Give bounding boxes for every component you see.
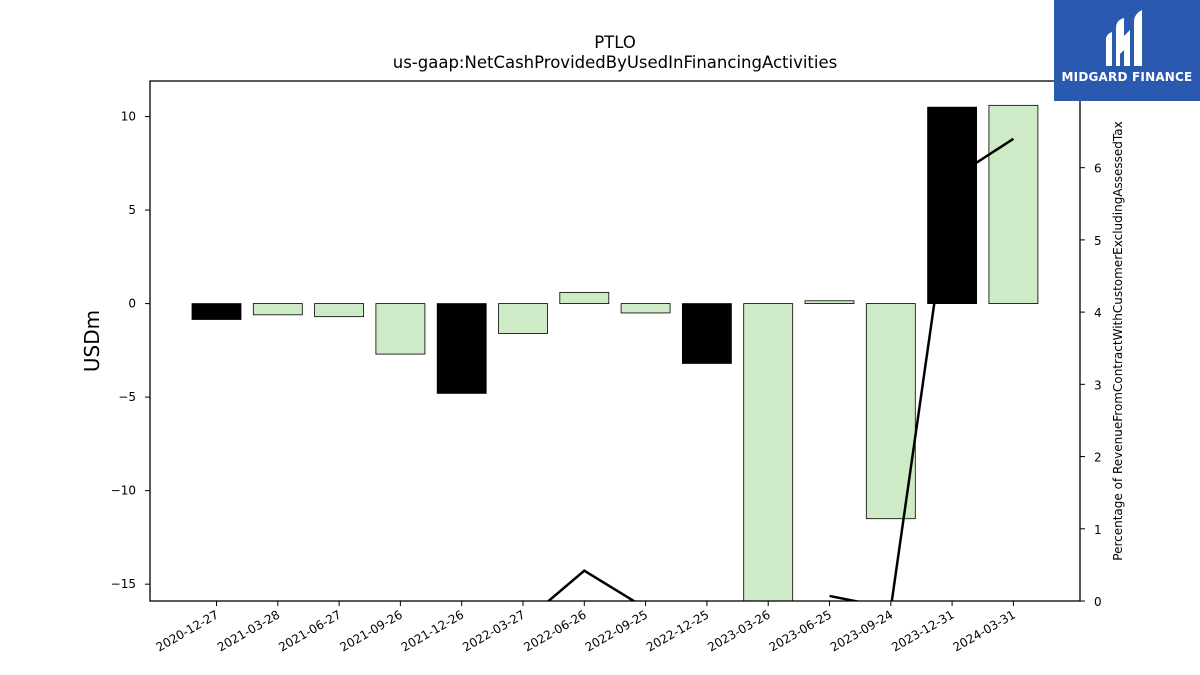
x-tick-label: 2021-12-26 — [399, 607, 466, 654]
y2-tick-label: 6 — [1094, 162, 1102, 176]
logo-mark-icon — [1106, 10, 1142, 66]
x-tick-label: 2020-12-27 — [154, 607, 221, 654]
bar-2021-12-26 — [436, 303, 487, 394]
x-axis: 2020-12-272021-03-282021-06-272021-09-26… — [154, 601, 1018, 654]
bar-2023-03-26 — [743, 303, 794, 601]
y-tick-label: 5 — [128, 203, 136, 217]
bar-2020-12-27 — [191, 303, 242, 320]
chart-title: PTLO — [594, 33, 636, 52]
y-tick-label: 0 — [128, 297, 136, 311]
bar-2024-03-31 — [988, 104, 1039, 304]
y-tick-label: −10 — [111, 484, 136, 498]
plot-frame — [149, 80, 1081, 602]
bar-2022-06-26 — [559, 291, 610, 304]
chart-subtitle: us-gaap:NetCashProvidedByUsedInFinancing… — [393, 53, 837, 72]
line-segment — [546, 569, 637, 601]
bar-2021-03-28 — [252, 303, 303, 316]
x-tick-label: 2023-09-24 — [828, 607, 895, 654]
y2-tick-label: 5 — [1094, 234, 1102, 248]
x-tick-label: 2022-12-25 — [644, 607, 711, 654]
x-tick-label: 2021-09-26 — [337, 607, 404, 654]
x-tick-label: 2023-03-26 — [705, 607, 772, 654]
x-tick-label: 2022-06-26 — [521, 607, 588, 654]
midgard-finance-logo: MIDGARD FINANCE — [1054, 0, 1200, 101]
line-group — [546, 137, 1015, 601]
y-axis-label: USDm — [80, 310, 104, 372]
y-tick-label: −5 — [118, 390, 136, 404]
x-tick-label: 2022-03-27 — [460, 607, 527, 654]
y-tick-label: −15 — [111, 577, 136, 591]
bar-2021-09-26 — [375, 303, 426, 355]
y-tick-label: 10 — [121, 110, 136, 124]
x-tick-label: 2021-06-27 — [276, 607, 343, 654]
bar-2023-09-24 — [865, 303, 916, 520]
bars-group — [191, 104, 1039, 601]
bar-2022-03-27 — [498, 303, 548, 334]
y2-tick-label: 1 — [1094, 523, 1102, 537]
x-tick-label: 2023-12-31 — [889, 607, 956, 654]
bar-2023-12-31 — [927, 106, 977, 304]
bar-2021-06-27 — [314, 303, 365, 318]
y2-tick-label: 4 — [1094, 306, 1102, 320]
line-segment — [829, 137, 1015, 601]
bar-2023-06-25 — [804, 300, 855, 304]
x-tick-label: 2023-06-25 — [767, 607, 834, 654]
y2-tick-label: 0 — [1094, 595, 1102, 609]
y2-tick-label: 2 — [1094, 451, 1102, 465]
logo-text: MIDGARD FINANCE — [1061, 70, 1193, 84]
left-axis: 10 5 0 −5 −10 −15 — [111, 110, 150, 591]
x-tick-label: 2021-03-28 — [215, 607, 282, 654]
bar-2022-09-25 — [620, 303, 671, 314]
right-axis: 0 1 2 3 4 5 6 — [1080, 162, 1102, 609]
y2-axis-label: Percentage of RevenueFromContractWithCus… — [1111, 121, 1125, 560]
x-tick-label: 2022-09-25 — [583, 607, 650, 654]
x-tick-label: 2024-03-31 — [950, 607, 1017, 654]
y2-tick-label: 3 — [1094, 378, 1102, 392]
bar-2022-12-25 — [682, 303, 732, 364]
